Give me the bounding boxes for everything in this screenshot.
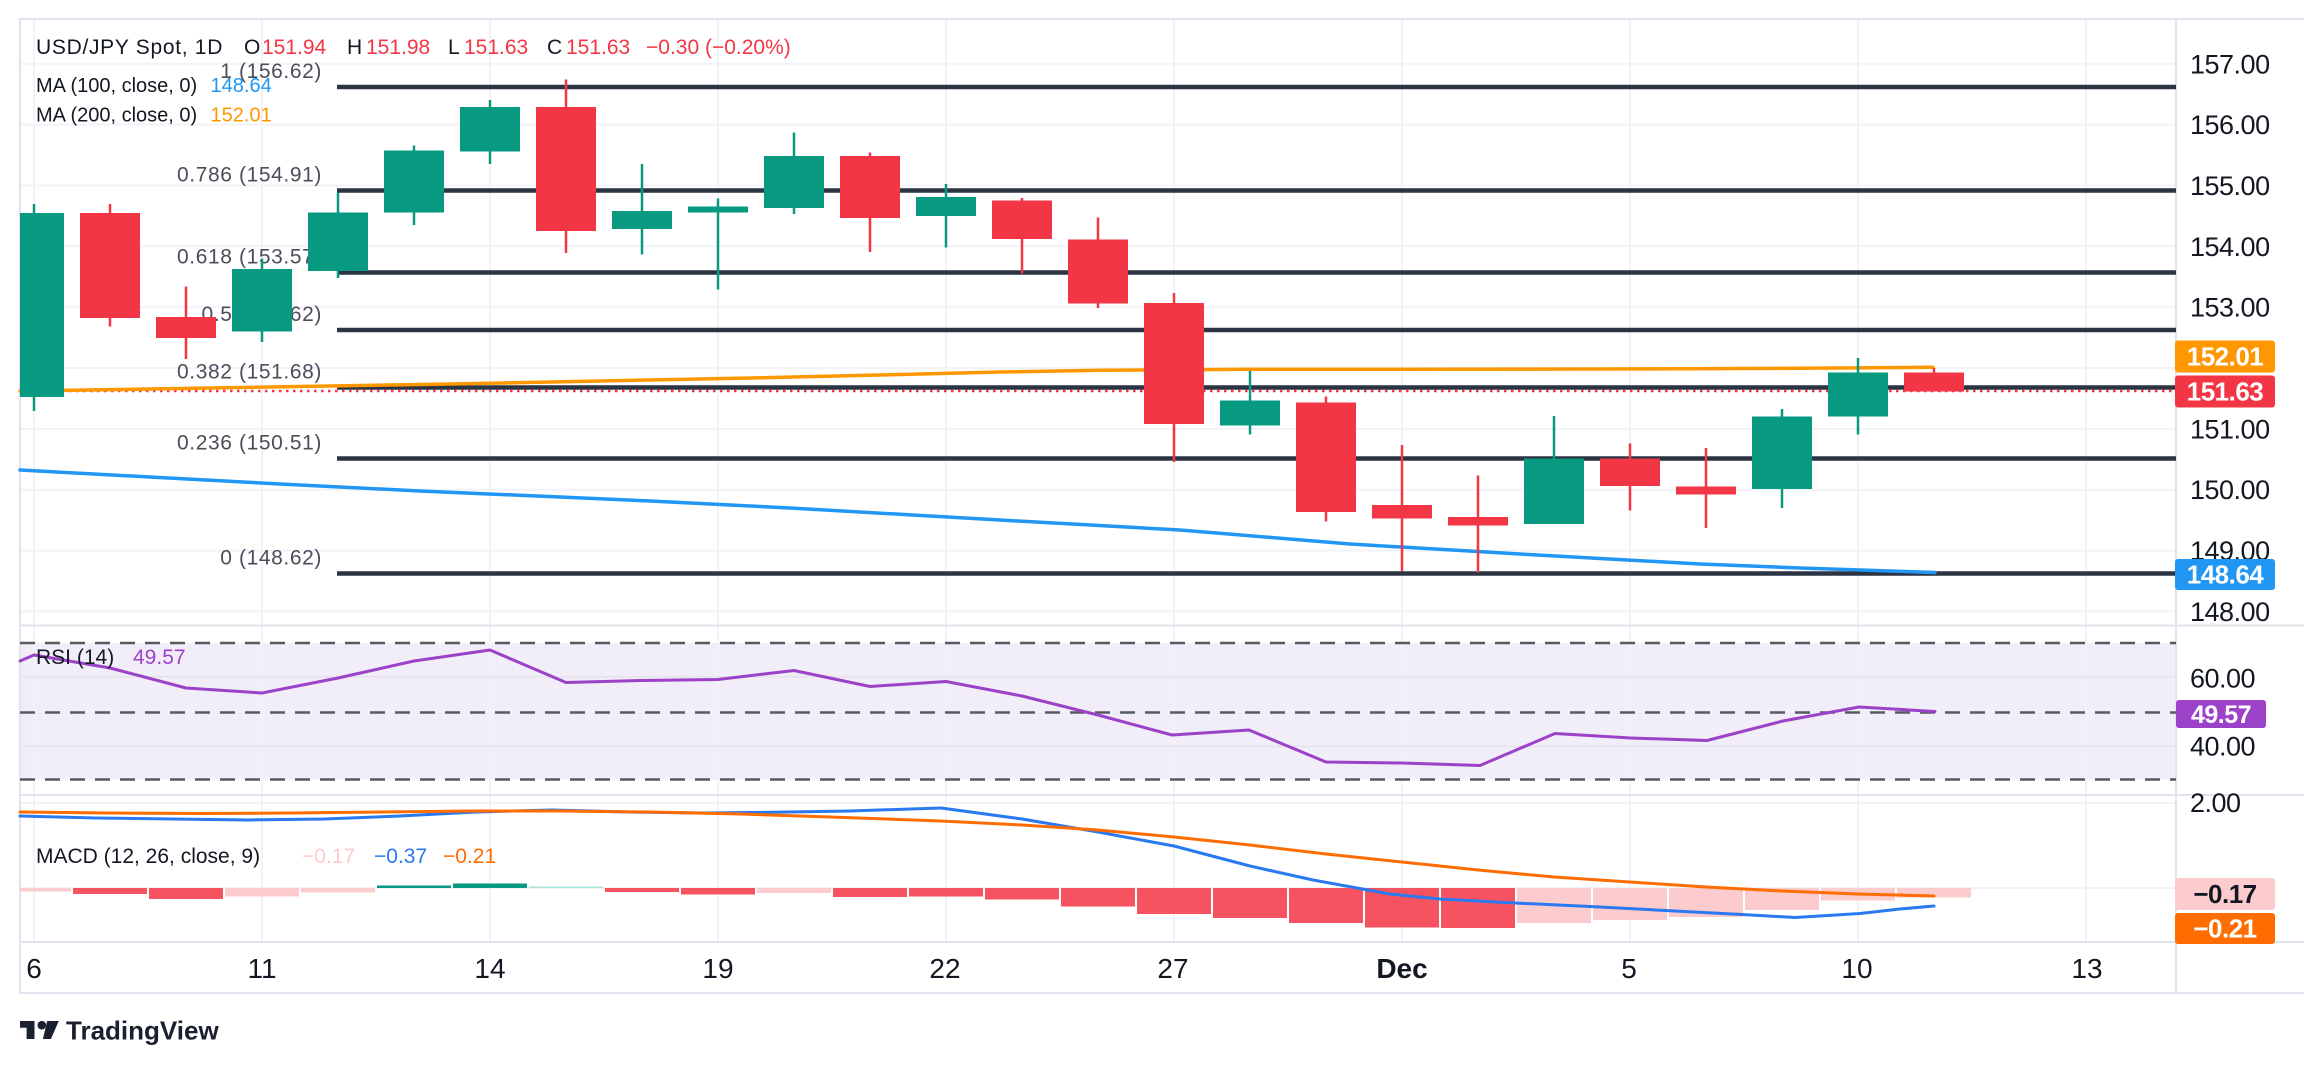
svg-text:USD/JPY Spot, 1D: USD/JPY Spot, 1D	[36, 36, 223, 59]
svg-text:154.00: 154.00	[2190, 232, 2270, 262]
svg-text:C: C	[547, 36, 562, 59]
svg-text:151.63: 151.63	[566, 36, 630, 59]
svg-text:151.00: 151.00	[2190, 414, 2270, 444]
svg-text:0.382 (151.68): 0.382 (151.68)	[177, 361, 322, 384]
svg-text:148.64: 148.64	[2187, 560, 2265, 590]
svg-text:156.00: 156.00	[2190, 110, 2270, 140]
svg-text:153.00: 153.00	[2190, 293, 2270, 323]
svg-text:−0.21: −0.21	[443, 845, 496, 868]
svg-text:0 (148.62): 0 (148.62)	[220, 547, 322, 570]
svg-text:151.63: 151.63	[2187, 377, 2264, 407]
svg-text:−0.17: −0.17	[2193, 879, 2256, 909]
svg-text:L: L	[448, 36, 460, 59]
svg-text:0.786 (154.91): 0.786 (154.91)	[177, 164, 322, 187]
svg-text:MA (200, close, 0): MA (200, close, 0)	[36, 105, 197, 127]
svg-text:5: 5	[1621, 953, 1637, 984]
svg-text:0.618 (153.57): 0.618 (153.57)	[177, 246, 322, 269]
svg-text:H: H	[347, 36, 362, 59]
svg-text:27: 27	[1157, 953, 1188, 984]
svg-text:150.00: 150.00	[2190, 475, 2270, 505]
svg-text:151.98: 151.98	[366, 36, 430, 59]
svg-text:RSI (14): RSI (14)	[36, 646, 114, 669]
svg-text:152.01: 152.01	[2187, 342, 2264, 372]
svg-text:157.00: 157.00	[2190, 49, 2270, 79]
svg-text:10: 10	[1841, 953, 1872, 984]
svg-text:O: O	[244, 36, 260, 59]
svg-text:MA (100, close, 0): MA (100, close, 0)	[36, 75, 197, 97]
svg-text:151.94: 151.94	[262, 36, 327, 59]
svg-text:19: 19	[702, 953, 733, 984]
svg-text:0.236 (150.51): 0.236 (150.51)	[177, 432, 322, 455]
svg-text:−0.21: −0.21	[2193, 914, 2256, 944]
svg-text:MACD (12, 26, close, 9): MACD (12, 26, close, 9)	[36, 845, 260, 868]
svg-text:152.01: 152.01	[205, 105, 272, 127]
svg-text:49.57: 49.57	[2191, 701, 2251, 729]
svg-text:151.63: 151.63	[464, 36, 528, 59]
svg-text:14: 14	[474, 953, 505, 984]
svg-text:Dec: Dec	[1376, 953, 1427, 984]
svg-text:−0.17: −0.17	[302, 845, 355, 868]
svg-text:2.00: 2.00	[2190, 788, 2241, 818]
svg-text:60.00: 60.00	[2190, 664, 2255, 694]
svg-text:6: 6	[26, 953, 42, 984]
svg-text:1 (156.62): 1 (156.62)	[220, 60, 322, 83]
svg-text:155.00: 155.00	[2190, 171, 2270, 201]
svg-text:22: 22	[929, 953, 960, 984]
svg-text:148.00: 148.00	[2190, 597, 2270, 627]
svg-text:148.64: 148.64	[205, 75, 272, 97]
svg-text:49.57: 49.57	[133, 646, 186, 669]
svg-text:40.00: 40.00	[2190, 732, 2255, 762]
svg-text:11: 11	[247, 953, 276, 984]
svg-text:TradingView: TradingView	[66, 1016, 219, 1046]
svg-text:−0.37: −0.37	[374, 845, 427, 868]
svg-text:−0.30 (−0.20%): −0.30 (−0.20%)	[646, 36, 791, 59]
svg-text:13: 13	[2071, 953, 2102, 984]
